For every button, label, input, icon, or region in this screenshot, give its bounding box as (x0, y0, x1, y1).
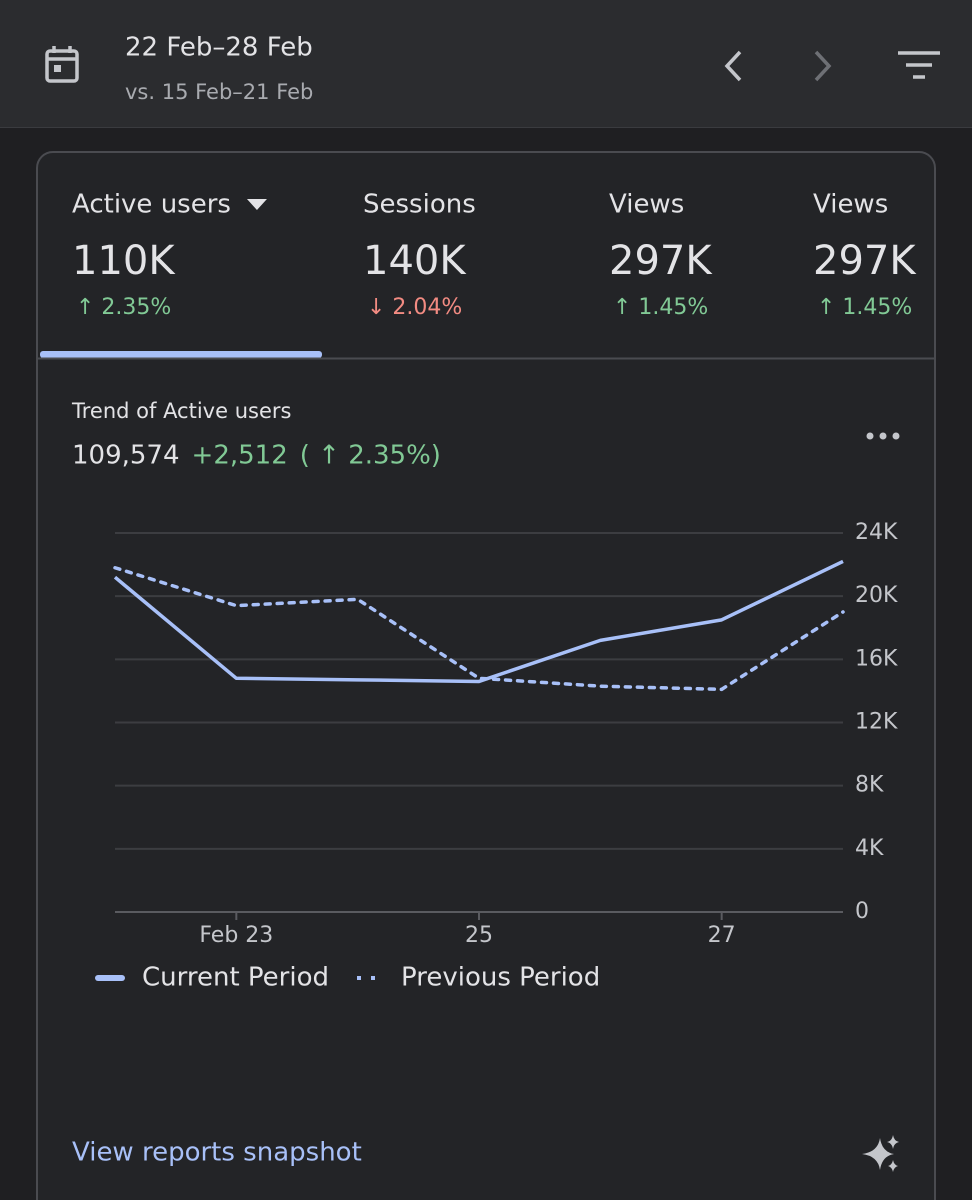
metric-change: ↑ 2.35% (76, 295, 171, 320)
y-tick-label: 20K (855, 583, 898, 608)
reports-link[interactable]: View reports snapshot (72, 1138, 362, 1168)
header-bar (0, 0, 972, 127)
metric-change: ↑ 1.45% (613, 295, 708, 320)
chart: 0 4K 8K 12K 16K 20K 24K Feb 23 25 27 Current Perio… (95, 520, 898, 993)
trend-change-percent: ( ↑ 2.35%) (300, 441, 441, 471)
metric-tabs: Active users 110K ↑ 2.35% Sessions 140K ↓ 2.0… (40, 190, 917, 358)
insights-icon[interactable] (862, 1135, 899, 1172)
metric-change: ↓ 2.04% (367, 295, 462, 320)
metric-value: 297K (813, 238, 917, 284)
y-tick-label: 0 (855, 899, 869, 924)
series-line (113, 559, 844, 684)
more-menu[interactable] (866, 432, 900, 440)
y-tick-label: 4K (855, 836, 884, 861)
y-tick-label: 16K (855, 646, 898, 671)
metric-label[interactable]: Active users (72, 190, 231, 220)
metric-label[interactable]: Views (609, 190, 684, 220)
metric-value: 140K (363, 238, 467, 284)
series-line (113, 565, 845, 692)
x-tick-label: Feb 23 (199, 923, 273, 948)
x-tick-label: 27 (708, 923, 736, 948)
next-button[interactable] (814, 50, 832, 82)
calendar-icon[interactable] (45, 46, 79, 83)
trend-title: Trend of Active users (71, 399, 291, 423)
x-tick-label: 25 (465, 923, 493, 948)
previous-button[interactable] (724, 50, 742, 82)
dropdown-arrow (246, 199, 267, 210)
metric-label[interactable]: Views (813, 190, 888, 220)
y-tick-label: 12K (855, 710, 898, 735)
y-tick-label: 8K (855, 773, 884, 798)
trend-change: +2,512 (192, 441, 288, 471)
legend-label: Current Period (142, 963, 329, 993)
metric-label[interactable]: Sessions (363, 190, 476, 220)
metric-value: 110K (72, 238, 176, 284)
trend-total: 109,574 (72, 441, 180, 471)
comparison-range: vs. 15 Feb–21 Feb (125, 80, 313, 104)
date-range[interactable]: 22 Feb–28 Feb (125, 33, 313, 63)
filter-button[interactable] (898, 51, 940, 79)
metric-change: ↑ 1.45% (817, 295, 912, 320)
metric-value: 297K (609, 238, 713, 284)
y-tick-label: 24K (855, 520, 898, 545)
card (36, 151, 936, 1200)
legend-label: Previous Period (401, 963, 600, 993)
selected-indicator (40, 351, 322, 358)
